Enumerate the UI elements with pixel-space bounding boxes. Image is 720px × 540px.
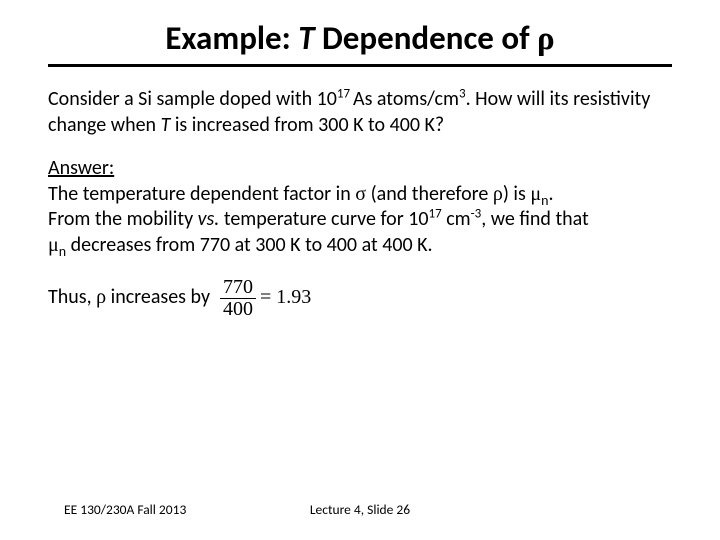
- c-t1: Thus,: [48, 285, 96, 309]
- a-exp17: 17: [428, 207, 441, 222]
- c-t2: increases by: [106, 285, 210, 309]
- a-t2: (and therefore: [366, 182, 493, 206]
- q-t3: . How will its: [466, 87, 574, 111]
- conclusion-text: Thus, ρ increases by: [48, 285, 210, 311]
- q-exp17: 17: [337, 86, 353, 101]
- c-rho: ρ: [96, 286, 106, 308]
- footer-left: EE 130/230A Fall 2013: [64, 501, 186, 518]
- q-tvar: T: [161, 113, 171, 137]
- q-t1: Consider a Si sample doped with 10: [48, 87, 337, 111]
- q-t2: As atoms/cm: [353, 87, 459, 111]
- title-rho: ρ: [537, 21, 555, 57]
- a-t6: temperature curve for 10: [219, 207, 428, 231]
- answer-label: Answer:: [48, 156, 114, 180]
- a-mu1: μ: [530, 183, 541, 205]
- a-sigma: σ: [355, 183, 366, 205]
- a-t1: The temperature dependent factor in: [48, 182, 355, 206]
- equation: 770 400 = 1.93: [220, 277, 311, 320]
- title-prefix: Example:: [165, 18, 298, 58]
- q-t5: is increased from 300 K to 400 K?: [170, 113, 444, 137]
- a-t3: ) is: [503, 182, 531, 206]
- frac-den: 400: [220, 299, 256, 320]
- a-mu2: μ: [48, 234, 59, 256]
- conclusion-paragraph: Thus, ρ increases by 770 400 = 1.93: [48, 277, 672, 320]
- a-expm3: -3: [471, 207, 482, 222]
- eq-result: = 1.93: [260, 285, 311, 311]
- q-exp3: 3: [459, 86, 466, 101]
- a-vs: vs.: [198, 207, 220, 231]
- a-subn2: n: [59, 243, 66, 260]
- answer-paragraph: Answer: The temperature dependent factor…: [48, 156, 672, 258]
- title-mid: Dependence of: [315, 18, 537, 58]
- a-rho: ρ: [493, 183, 503, 205]
- a-t8: , we find that: [481, 207, 589, 231]
- a-t4: .: [548, 182, 553, 206]
- a-t5: From the mobility: [48, 207, 198, 231]
- a-t9: decreases from 770 at 300 K to 400 at 40…: [66, 233, 432, 257]
- fraction: 770 400: [220, 277, 256, 320]
- slide-footer: EE 130/230A Fall 2013 Lecture 4, Slide 2…: [0, 501, 720, 518]
- question-paragraph: Consider a Si sample doped with 1017 As …: [48, 87, 672, 138]
- title-tvar: T: [298, 18, 314, 58]
- a-t7: cm: [442, 207, 471, 231]
- slide-title: Example: T Dependence of ρ: [48, 18, 672, 67]
- frac-num: 770: [220, 277, 256, 299]
